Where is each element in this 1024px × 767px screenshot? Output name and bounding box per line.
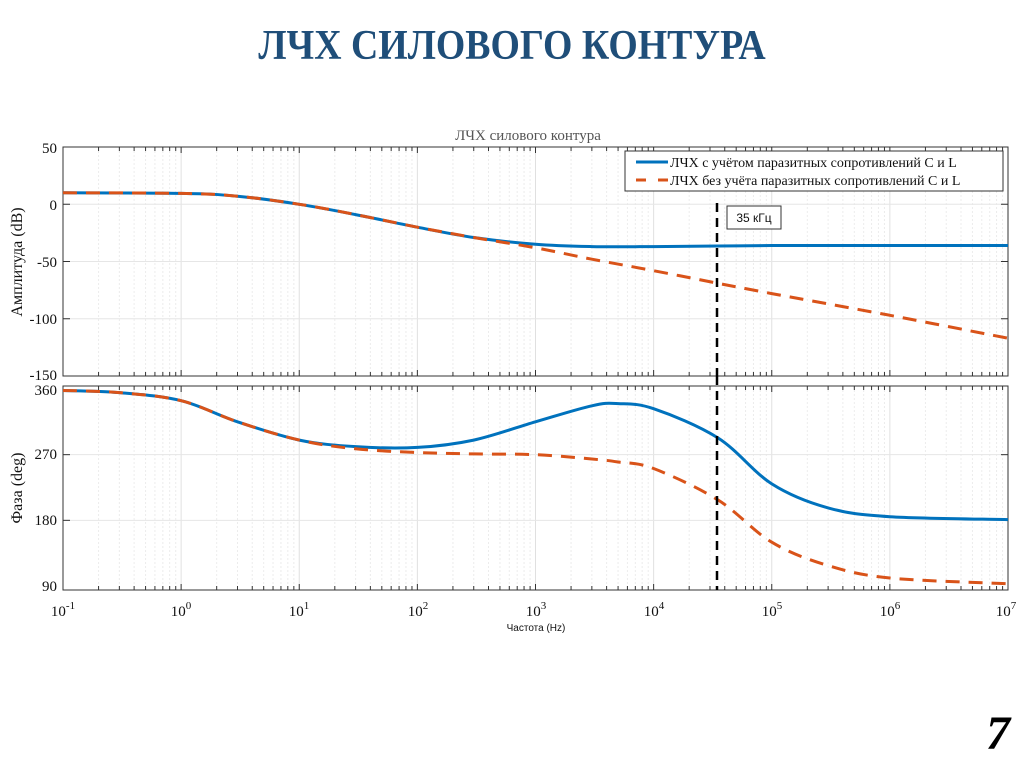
x-tick-label: 102 xyxy=(408,600,429,620)
phase-grid xyxy=(63,386,1008,590)
y-tick-label: 180 xyxy=(35,513,58,529)
y-tick-label: -50 xyxy=(37,255,57,271)
x-tick-label: 106 xyxy=(880,600,901,620)
x-tick-label: 104 xyxy=(644,600,665,620)
x-tick-label: 10-1 xyxy=(51,600,75,620)
magnitude-ticks xyxy=(63,147,1008,376)
y-tick-label: 50 xyxy=(42,141,57,157)
x-tick-label: 100 xyxy=(171,600,192,620)
x-tick-label: 103 xyxy=(526,600,547,620)
x-tick-label: 101 xyxy=(289,600,310,620)
slide-title: ЛЧХ СИЛОВОГО КОНТУРА xyxy=(258,23,766,69)
y-tick-label: -100 xyxy=(30,312,58,328)
magnitude-axes: 35 кГц ЛЧХ с учётом паразитных сопротивл… xyxy=(9,141,1009,384)
x-axis-label: Частота (Hz) xyxy=(507,623,566,634)
x-tick-label: 105 xyxy=(762,600,783,620)
phase-axes: 360 270 180 90 Фаза (deg) xyxy=(9,376,1009,595)
legend: ЛЧХ с учётом паразитных сопротивлений C … xyxy=(624,150,1004,192)
phase-ylabel: Фаза (deg) xyxy=(9,453,26,524)
y-tick-label: 0 xyxy=(50,198,58,214)
y-tick-label: 270 xyxy=(35,447,58,463)
legend-item-with-parasitic: ЛЧХ с учётом паразитных сопротивлений C … xyxy=(670,156,957,171)
x-tick-labels: 10-1 100 101 102 103 104 105 106 107 xyxy=(51,600,1017,620)
phase-series-without-parasitic xyxy=(62,389,1009,586)
y-tick-label: 90 xyxy=(42,579,57,595)
x-tick-label: 107 xyxy=(996,600,1017,620)
legend-item-without-parasitic: ЛЧХ без учёта паразитных сопротивлений C… xyxy=(670,174,960,189)
y-tick-label: -150 xyxy=(30,368,58,384)
magnitude-series-without-parasitic xyxy=(62,191,1009,340)
y-tick-label: 360 xyxy=(35,383,58,399)
marker-label-text: 35 кГц xyxy=(736,211,771,225)
marker-35khz-label: 35 кГц xyxy=(726,205,782,230)
chart-title: ЛЧХ силового контура xyxy=(455,128,601,144)
page-number: 7 xyxy=(986,707,1010,760)
magnitude-ylabel: Амплитуда (dB) xyxy=(9,207,26,316)
